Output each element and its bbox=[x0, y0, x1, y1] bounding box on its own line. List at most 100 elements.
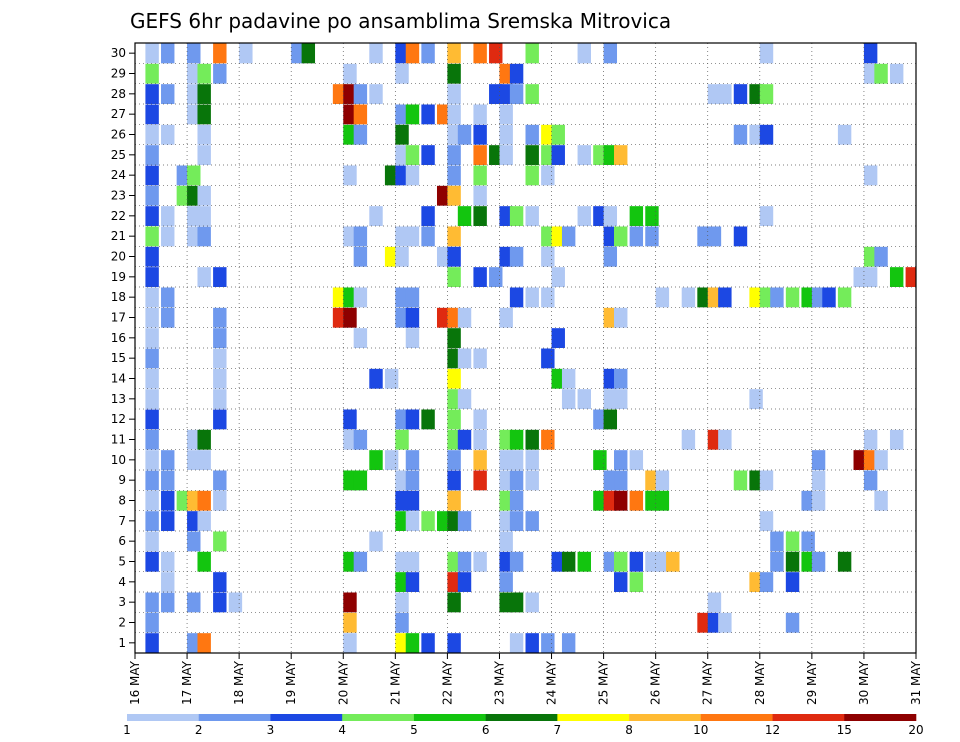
heatmap-cell bbox=[499, 206, 513, 226]
heatmap-cell bbox=[759, 511, 774, 531]
heatmap-cell bbox=[213, 389, 227, 409]
x-tick-label: 30 MAY bbox=[857, 660, 871, 705]
heatmap-cell bbox=[561, 389, 576, 409]
heatmap-cell bbox=[785, 287, 800, 308]
heatmap-cell bbox=[447, 368, 461, 389]
y-tick-label: 30 bbox=[111, 46, 126, 60]
heatmap-cell bbox=[405, 145, 420, 165]
colorbar-swatch bbox=[557, 714, 630, 721]
colorbar-label: 2 bbox=[195, 723, 203, 737]
heatmap-cell bbox=[603, 43, 618, 64]
heatmap-cell bbox=[187, 490, 201, 511]
heatmap-cell bbox=[395, 572, 409, 592]
heatmap-cell bbox=[603, 307, 618, 328]
heatmap-cell bbox=[145, 84, 159, 104]
heatmap-cell bbox=[863, 63, 878, 84]
heatmap-cell bbox=[707, 287, 722, 308]
y-tick-label: 27 bbox=[111, 107, 126, 121]
heatmap-cell bbox=[353, 328, 368, 348]
y-tick-label: 24 bbox=[111, 168, 126, 182]
heatmap-cell bbox=[629, 450, 644, 470]
heatmap-cell bbox=[489, 84, 503, 104]
heatmap-cell bbox=[499, 124, 513, 145]
heatmap-cell bbox=[353, 124, 368, 145]
heatmap-cell bbox=[145, 592, 159, 613]
heatmap-cell bbox=[499, 84, 513, 104]
heatmap-cell bbox=[509, 206, 524, 226]
heatmap-cell bbox=[145, 206, 159, 226]
heatmap-cell bbox=[145, 124, 159, 145]
heatmap-cell bbox=[457, 551, 472, 572]
heatmap-cell bbox=[197, 226, 211, 247]
heatmap-cell bbox=[332, 307, 347, 328]
heatmap-cell bbox=[447, 389, 461, 409]
heatmap-cell bbox=[770, 531, 784, 552]
heatmap-cell bbox=[499, 145, 513, 165]
heatmap-cell bbox=[707, 592, 722, 613]
heatmap-cell bbox=[905, 267, 917, 287]
heatmap-cell bbox=[473, 104, 487, 125]
heatmap-cell bbox=[759, 470, 774, 491]
heatmap-cell bbox=[197, 104, 211, 125]
heatmap-cell bbox=[447, 84, 461, 104]
heatmap-cell bbox=[145, 185, 159, 206]
heatmap-cell bbox=[343, 307, 357, 328]
heatmap-cell bbox=[759, 572, 774, 592]
heatmap-cell bbox=[707, 429, 722, 450]
heatmap-cell bbox=[343, 124, 357, 145]
heatmap-cell bbox=[473, 551, 487, 572]
heatmap-cell bbox=[525, 124, 539, 145]
x-tick-label: 25 MAY bbox=[597, 660, 611, 705]
heatmap-cell bbox=[187, 511, 201, 531]
heatmap-cell bbox=[213, 470, 227, 491]
heatmap-cell bbox=[593, 450, 607, 470]
x-tick-label: 26 MAY bbox=[649, 660, 663, 705]
heatmap-cell bbox=[509, 450, 524, 470]
heatmap-cell bbox=[473, 145, 487, 165]
heatmap-cell bbox=[447, 409, 461, 430]
heatmap-cell bbox=[551, 145, 565, 165]
heatmap-cell bbox=[213, 63, 227, 84]
y-tick-label: 12 bbox=[111, 412, 126, 426]
heatmap-cell bbox=[343, 633, 357, 653]
heatmap-cell bbox=[707, 226, 722, 247]
heatmap-cell bbox=[863, 165, 878, 186]
colorbar-swatch bbox=[198, 714, 271, 721]
heatmap-cell bbox=[343, 551, 357, 572]
heatmap-cell bbox=[145, 348, 159, 369]
heatmap-cell bbox=[525, 429, 539, 450]
y-axis: 1234567891011121314151617181920212223242… bbox=[111, 46, 135, 650]
heatmap-cell bbox=[614, 226, 628, 247]
heatmap-cell bbox=[837, 124, 852, 145]
heatmap-cell bbox=[301, 43, 316, 64]
heatmap-cell bbox=[447, 633, 461, 653]
heatmap-cell bbox=[759, 124, 774, 145]
colorbar-label: 6 bbox=[482, 723, 490, 737]
heatmap-cell bbox=[457, 307, 472, 328]
heatmap-cell bbox=[197, 84, 211, 104]
y-tick-label: 17 bbox=[111, 311, 126, 325]
heatmap-cell bbox=[874, 490, 888, 511]
y-tick-label: 8 bbox=[118, 494, 126, 508]
heatmap-cell bbox=[629, 226, 644, 247]
heatmap-cell bbox=[421, 409, 435, 430]
heatmap-cell bbox=[733, 470, 748, 491]
heatmap-cell bbox=[436, 307, 451, 328]
y-tick-label: 20 bbox=[111, 250, 126, 264]
heatmap-cell bbox=[499, 490, 513, 511]
heatmap-cell bbox=[655, 470, 670, 491]
y-tick-label: 25 bbox=[111, 148, 126, 162]
heatmap-cell bbox=[384, 450, 399, 470]
x-tick-label: 24 MAY bbox=[545, 660, 559, 705]
heatmap-cell bbox=[239, 43, 253, 64]
heatmap-cell bbox=[525, 511, 539, 531]
heatmap-cell bbox=[343, 84, 357, 104]
x-tick-label: 28 MAY bbox=[753, 660, 767, 705]
heatmap-cell bbox=[837, 551, 852, 572]
heatmap-cell bbox=[161, 572, 175, 592]
heatmap-cell bbox=[197, 633, 211, 653]
heatmap-cell bbox=[161, 511, 175, 531]
heatmap-cell bbox=[187, 84, 201, 104]
heatmap-cell bbox=[384, 165, 399, 186]
heatmap-cell bbox=[213, 592, 227, 613]
